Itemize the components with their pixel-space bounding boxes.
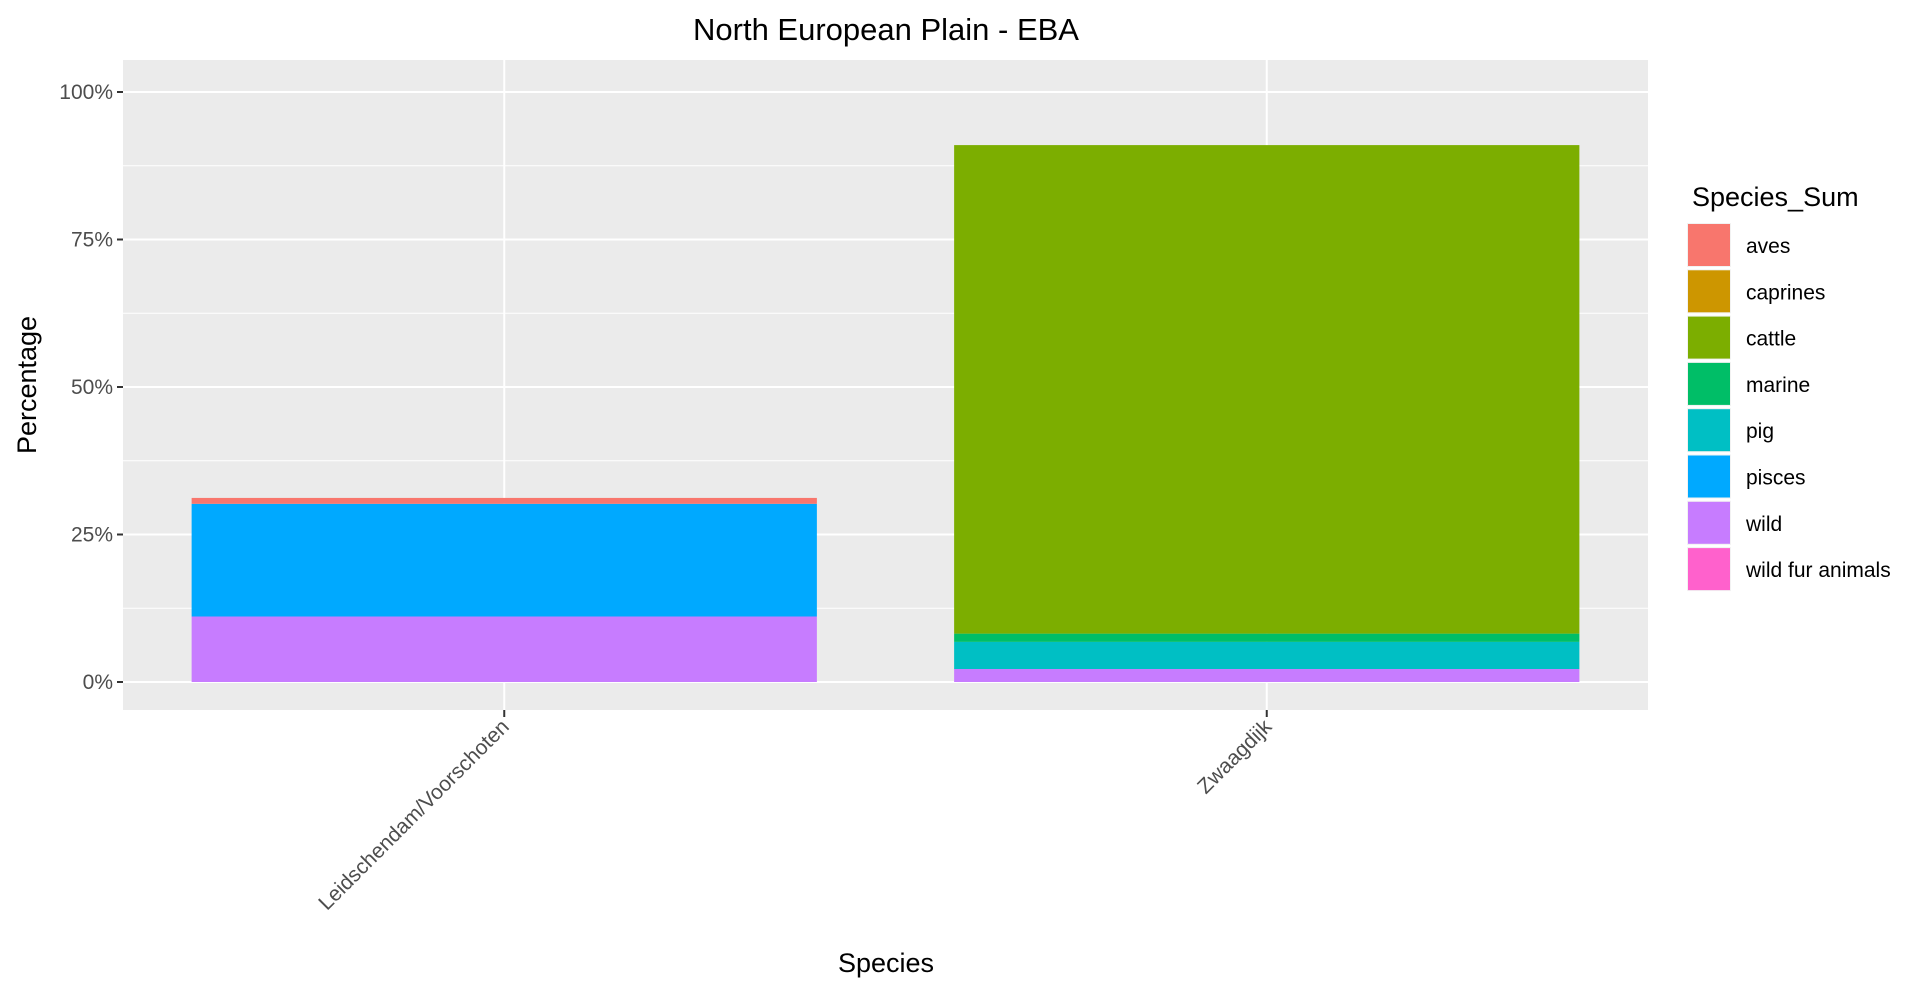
bar-segment-pisces-1	[191, 503, 817, 617]
legend-swatch-aves	[1688, 224, 1730, 266]
legend-swatch-pisces	[1688, 455, 1730, 498]
legend-swatch-caprines	[1688, 270, 1730, 313]
legend-swatch-marine	[1688, 362, 1730, 405]
legend-swatch-wild	[1688, 501, 1730, 544]
y-tick-label: 25%	[71, 524, 113, 547]
legend-title: Species_Sum	[1692, 182, 1859, 212]
legend-label: pisces	[1746, 467, 1806, 490]
y-tick-label: 0%	[83, 671, 113, 694]
bar-segment-marine-2	[954, 633, 1580, 642]
legend-label: cattle	[1746, 328, 1796, 351]
y-tick-label: 75%	[71, 229, 113, 252]
bar-segment-cattle-2	[954, 145, 1580, 634]
y-tick-label: 100%	[59, 81, 113, 104]
legend-swatch-wild-fur-animals	[1688, 548, 1730, 591]
legend-label: wild	[1745, 513, 1782, 536]
y-tick-label: 50%	[71, 376, 113, 399]
bar-segment-pig-2	[954, 641, 1580, 670]
legend-label: pig	[1746, 420, 1774, 443]
bar-segment-wild-2	[954, 669, 1580, 682]
legend-label: caprines	[1746, 281, 1825, 304]
x-tick-label: Zwaagdijk	[1193, 715, 1276, 798]
legend-swatch-cattle	[1688, 316, 1730, 359]
y-axis-title: Percentage	[12, 316, 42, 454]
y-axis: 0% 25% 50% 75% 100%	[59, 81, 123, 694]
legend-label: wild fur animals	[1745, 559, 1891, 582]
legend-swatch-pig	[1688, 409, 1730, 452]
x-axis: Leidschendam/Voorschoten Zwaagdijk	[314, 710, 1277, 915]
chart-title: North European Plain - EBA	[693, 12, 1079, 47]
x-axis-title: Species	[838, 948, 934, 978]
bar-segment-wild-1	[191, 616, 817, 682]
x-tick-label: Leidschendam/Voorschoten	[314, 715, 514, 915]
legend: Species_Sum aves caprines cattle marine pig p…	[1687, 182, 1891, 592]
bars	[191, 145, 1580, 682]
legend-label: aves	[1746, 235, 1790, 258]
legend-label: marine	[1746, 374, 1810, 397]
bar-segment-aves-1	[191, 497, 817, 504]
